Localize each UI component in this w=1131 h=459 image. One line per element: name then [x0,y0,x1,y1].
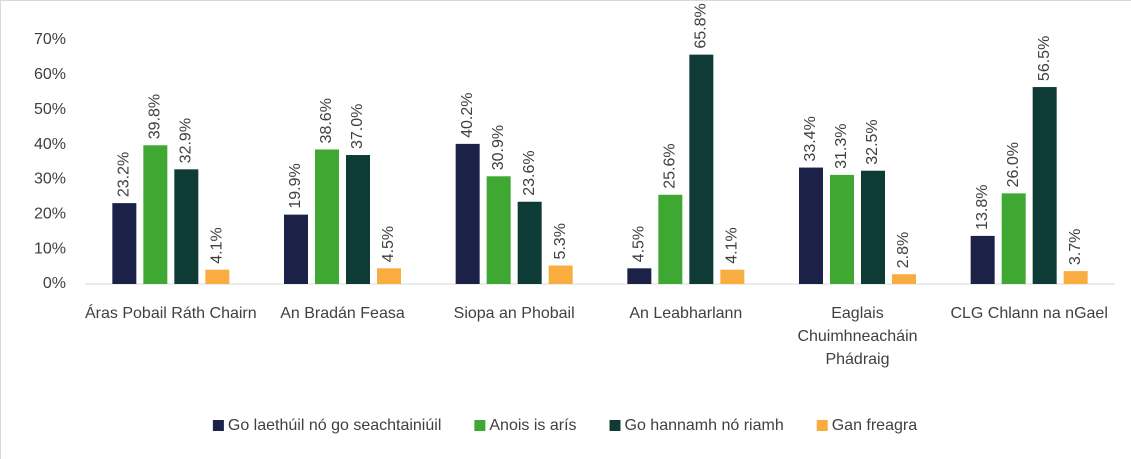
data-label: 39.8% [147,94,164,139]
y-tick-label: 20% [34,206,66,223]
x-tick-label: Eaglais Chuimhneacháin Phádraig [797,305,918,368]
bar [315,149,339,284]
bar [627,268,652,284]
y-tick-label: 30% [34,171,66,188]
x-tick-label: An Leabharlann [629,305,743,322]
legend-label: Go laethúil nó go seachtainiúil [228,417,441,434]
bar [830,174,854,284]
data-label: 65.8% [693,3,710,48]
legend-swatch [816,420,828,431]
legend-label: Anois is arís [489,417,576,434]
bar [970,235,995,284]
bar [143,145,168,284]
bar [658,194,683,284]
x-tick-label: Siopa an Phobail [453,305,575,322]
bar [455,143,480,284]
bar [548,265,573,284]
bar [346,155,370,284]
legend-swatch [609,420,621,431]
bar [284,214,308,284]
data-label: 26.0% [1005,142,1022,187]
x-tick-label: An Bradán Feasa [280,305,405,322]
bar [517,201,542,284]
legend-label: Go hannamh nó riamh [625,417,784,434]
data-label: 5.3% [552,223,569,259]
x-tick-label: CLG Chlann na nGael [950,305,1108,322]
data-label: 4.5% [631,226,648,262]
data-label: 30.9% [490,125,507,170]
data-label: 31.3% [833,124,850,169]
data-label: 37.0% [349,104,366,149]
bar [861,170,885,284]
y-tick-label: 40% [34,136,66,153]
data-label: 3.7% [1067,229,1084,265]
data-label: 38.6% [318,98,335,143]
y-tick-label: 50% [34,101,66,118]
bar [112,203,137,284]
data-label: 23.2% [116,152,133,197]
bar [1032,87,1057,284]
y-tick-label: 0% [43,275,66,292]
bar [1001,193,1026,284]
data-label: 33.4% [802,116,819,161]
bar [205,269,230,284]
data-label: 40.2% [459,92,476,137]
bar [174,169,199,284]
data-label: 23.6% [521,150,538,195]
x-tick-label: Áras Pobail Ráth Chairn [85,305,257,322]
bar [720,269,745,284]
data-label: 25.6% [662,143,679,188]
data-label: 19.9% [287,163,304,208]
y-tick-label: 70% [34,31,66,48]
y-tick-label: 10% [34,240,66,257]
bar [689,54,714,284]
y-tick-label: 60% [34,66,66,83]
legend-label: Gan freagra [832,417,917,434]
bar [377,268,401,284]
data-label: 4.1% [724,227,741,263]
legend-swatch [212,420,224,431]
bar [892,274,916,284]
data-label: 13.8% [974,185,991,230]
bar [1063,271,1088,284]
data-label: 4.5% [380,226,397,262]
data-label: 56.5% [1036,36,1053,81]
legend-swatch [474,420,486,431]
data-label: 32.9% [178,118,195,163]
data-label: 4.1% [209,227,226,263]
data-label: 32.5% [864,119,881,164]
bar [799,167,823,284]
bar [486,176,511,284]
data-label: 2.8% [895,232,912,268]
